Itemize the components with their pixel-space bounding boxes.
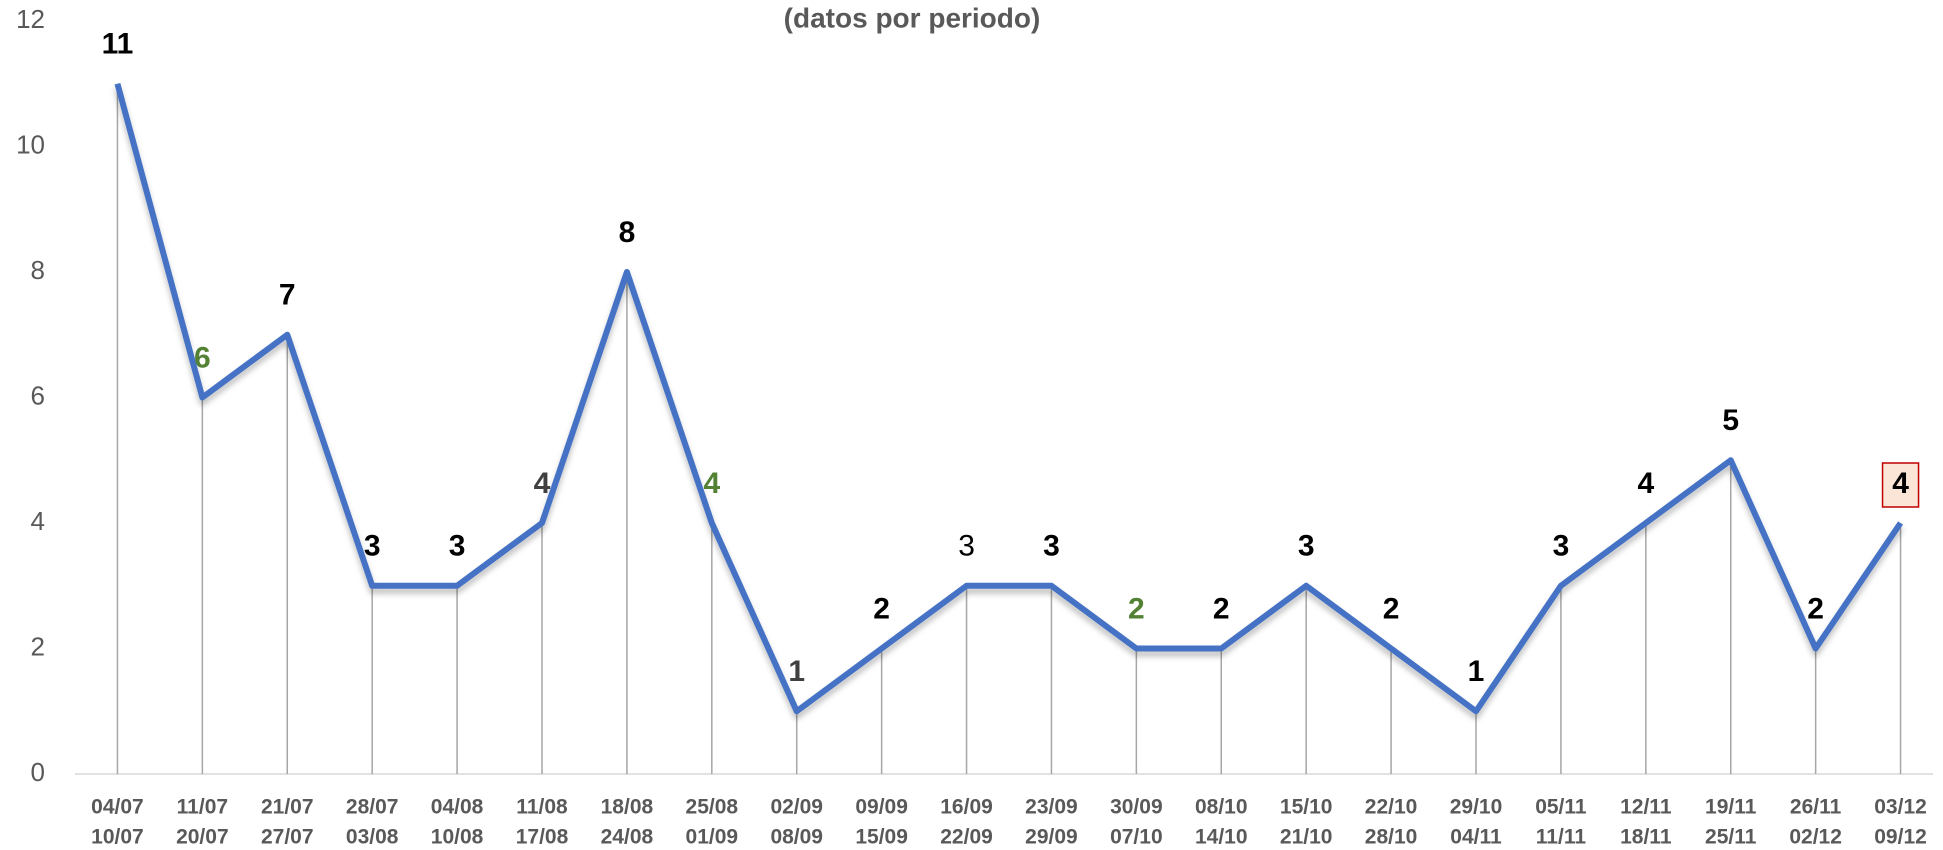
- x-tick-label: 18/11: [1620, 826, 1672, 849]
- data-label: 6: [194, 341, 211, 374]
- x-tick-label: 10/07: [91, 826, 144, 849]
- x-tick-label: 07/10: [1110, 826, 1163, 849]
- data-label: 4: [534, 467, 551, 500]
- data-label: 5: [1722, 404, 1739, 437]
- y-tick-label: 0: [31, 757, 45, 787]
- x-tick-label: 08/09: [770, 826, 823, 849]
- data-label: 4: [1637, 467, 1654, 500]
- x-tick-label: 22/10: [1365, 796, 1418, 819]
- x-tick-label: 03/12: [1874, 796, 1927, 819]
- x-tick-label: 04/07: [91, 796, 144, 819]
- x-tick-label: 27/07: [261, 826, 314, 849]
- label-box: [1881, 462, 1920, 508]
- x-tick-label: 16/09: [940, 796, 993, 819]
- x-tick-label: 28/07: [346, 796, 399, 819]
- x-tick-label: 11/08: [516, 796, 568, 819]
- data-label: 1: [1468, 655, 1485, 688]
- x-tick-label: 11/11: [1536, 826, 1587, 849]
- x-tick-label: 25/11: [1705, 826, 1757, 849]
- x-tick-label: 01/09: [686, 826, 739, 849]
- data-label: 3: [449, 530, 466, 563]
- x-tick-label: 23/09: [1025, 796, 1078, 819]
- data-label: 8: [619, 216, 636, 249]
- data-label: 3: [1553, 530, 1570, 563]
- data-label: 2: [1128, 592, 1145, 625]
- x-tick-label: 14/10: [1195, 826, 1248, 849]
- x-tick-label: 17/08: [516, 826, 569, 849]
- x-tick-label: 02/12: [1789, 826, 1842, 849]
- data-label: 2: [1807, 592, 1824, 625]
- x-tick-label: 15/09: [855, 826, 908, 849]
- data-label: 4: [1892, 467, 1909, 500]
- x-tick-label: 15/10: [1280, 796, 1333, 819]
- x-tick-label: 10/08: [431, 826, 484, 849]
- data-label: 7: [279, 279, 296, 312]
- x-tick-label: 29/10: [1450, 796, 1503, 819]
- x-tick-label: 03/08: [346, 826, 399, 849]
- x-tick-label: 21/10: [1280, 826, 1333, 849]
- x-tick-label: 19/11: [1705, 796, 1757, 819]
- data-label: 3: [1043, 530, 1060, 563]
- y-tick-label: 4: [31, 506, 45, 536]
- chart-subtitle: (datos por periodo): [784, 2, 1041, 33]
- x-tick-label: 22/09: [940, 826, 993, 849]
- data-label: 4: [703, 467, 720, 500]
- data-label: 11: [102, 28, 134, 61]
- x-tick-label: 02/09: [770, 796, 823, 819]
- x-tick-label: 04/08: [431, 796, 484, 819]
- x-tick-label: 12/11: [1620, 796, 1672, 819]
- y-tick-label: 6: [31, 380, 45, 410]
- y-tick-label: 8: [31, 255, 45, 285]
- x-tick-label: 30/09: [1110, 796, 1163, 819]
- x-tick-label: 29/09: [1025, 826, 1078, 849]
- x-tick-label: 21/07: [261, 796, 314, 819]
- x-tick-label: 24/08: [601, 826, 654, 849]
- x-tick-label: 05/11: [1535, 796, 1587, 819]
- x-tick-label: 28/10: [1365, 826, 1418, 849]
- x-tick-label: 20/07: [176, 826, 229, 849]
- x-tick-label: 11/07: [177, 796, 228, 819]
- data-label: 3: [364, 530, 381, 563]
- x-tick-label: 18/08: [601, 796, 654, 819]
- data-label: 2: [1213, 592, 1230, 625]
- data-label: 2: [1383, 592, 1400, 625]
- series-line: [114, 82, 1904, 715]
- data-label: 3: [1298, 530, 1315, 563]
- data-label: 1: [788, 655, 805, 688]
- x-tick-label: 26/11: [1790, 796, 1842, 819]
- x-tick-label: 04/11: [1450, 826, 1502, 849]
- y-tick-label: 2: [31, 631, 45, 661]
- data-label: 3: [958, 530, 975, 563]
- x-tick-label: 08/10: [1195, 796, 1248, 819]
- x-tick-label: 09/09: [855, 796, 908, 819]
- y-tick-label: 10: [16, 129, 45, 159]
- x-tick-label: 09/12: [1874, 826, 1927, 849]
- y-tick-label: 12: [16, 4, 45, 34]
- data-label: 2: [873, 592, 890, 625]
- x-tick-label: 25/08: [686, 796, 739, 819]
